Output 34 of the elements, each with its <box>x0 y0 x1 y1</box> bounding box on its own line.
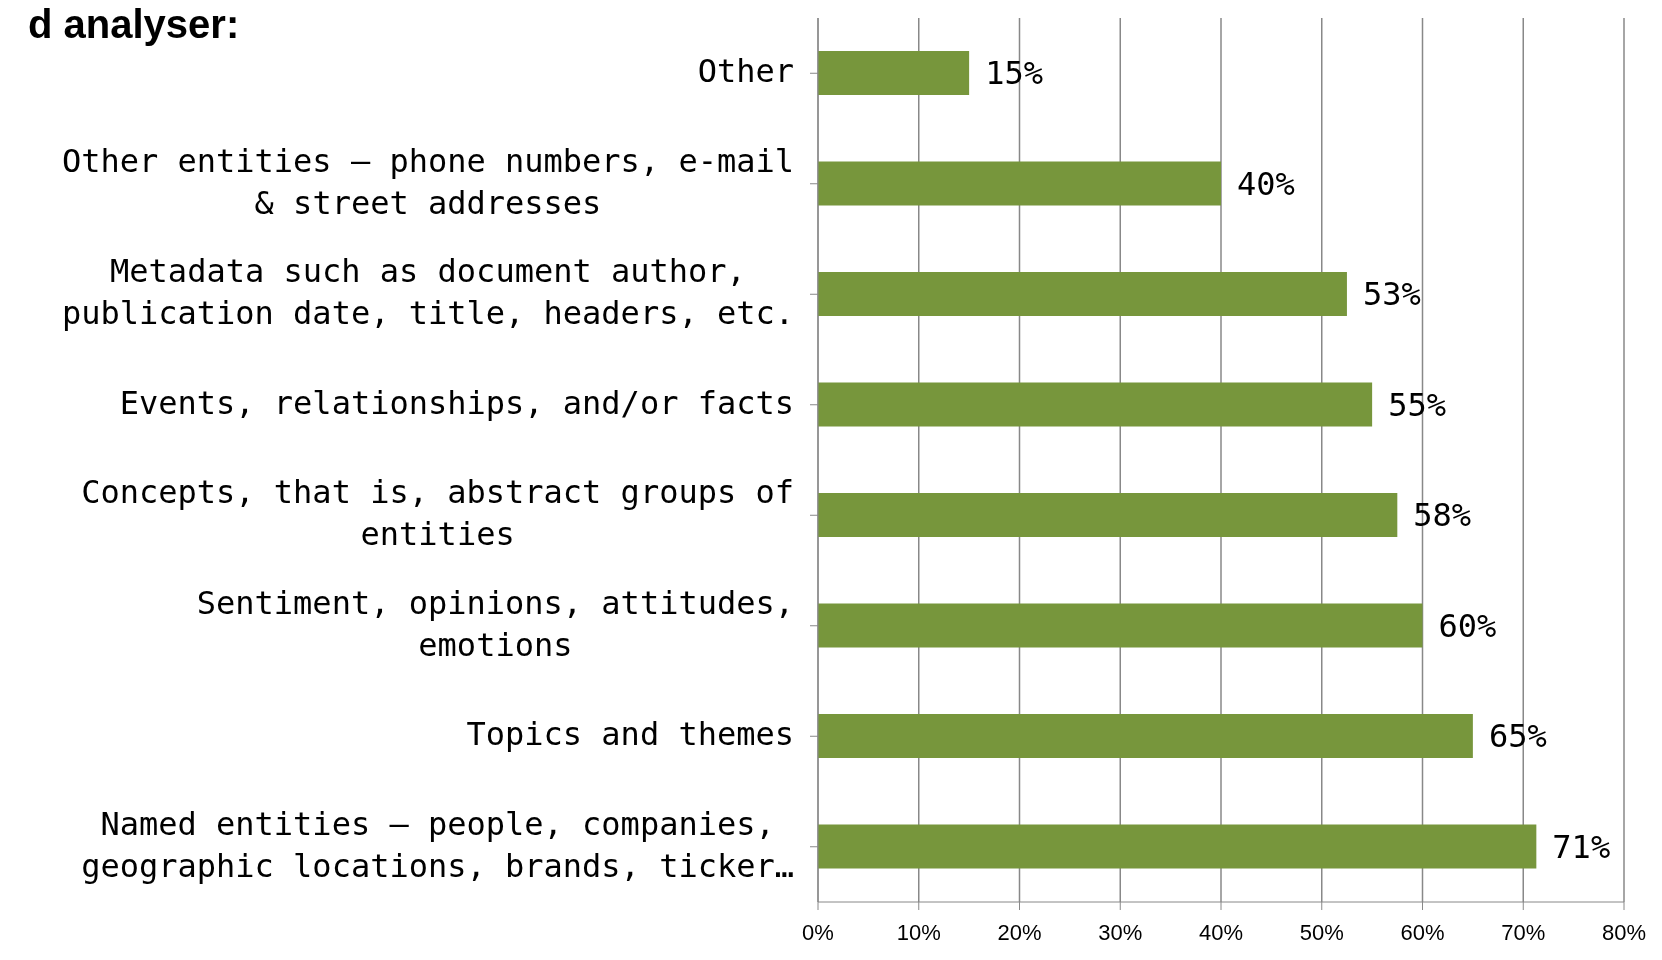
x-tick-label: 30% <box>1098 919 1143 945</box>
data-label: 60% <box>1438 606 1497 645</box>
x-tick-label: 10% <box>896 919 941 945</box>
data-label: 53% <box>1362 275 1421 314</box>
text: d analyser: <box>28 2 240 47</box>
x-tick-label: 80% <box>1601 919 1647 945</box>
bar <box>818 493 1398 537</box>
bar <box>818 714 1473 758</box>
data-label: 55% <box>1388 385 1446 424</box>
y-tick-label: Other <box>697 52 794 91</box>
x-tick-label: 0% <box>802 919 834 945</box>
y-tick-label: Events, relationships, and/or facts <box>119 383 794 422</box>
y-tick-label: Topics and themes <box>466 715 794 754</box>
data-label: 58% <box>1413 496 1472 535</box>
x-tick-label: 40% <box>1198 919 1244 945</box>
x-tick-label: 60% <box>1400 919 1445 945</box>
y-tick-label: Other entities – phone numbers, e-mail & street addresses <box>61 141 794 222</box>
bar <box>818 603 1423 648</box>
x-tick-label: 20% <box>997 919 1042 945</box>
x-tick-label: 70% <box>1501 919 1546 945</box>
y-tick-label: Sentiment, opinions, attitudes, emotions <box>196 583 794 664</box>
x-tick-label: 50% <box>1299 919 1344 945</box>
bar <box>818 382 1373 427</box>
bar <box>818 161 1221 206</box>
bar <box>818 272 1347 316</box>
bar <box>818 824 1537 869</box>
bar <box>818 51 970 95</box>
data-label: 71% <box>1552 827 1611 866</box>
y-tick-label: Concepts, that is, abstract groups of entities <box>81 473 794 554</box>
y-tick-label: Named entities – people, companies, geographic locations, brands, ticker… <box>81 804 794 885</box>
data-label: 40% <box>1237 164 1295 203</box>
y-tick-label: Metadata such as document author, publication date, title, headers, etc. <box>61 252 794 333</box>
data-label: 15% <box>985 54 1043 93</box>
data-label: 65% <box>1488 717 1547 756</box>
